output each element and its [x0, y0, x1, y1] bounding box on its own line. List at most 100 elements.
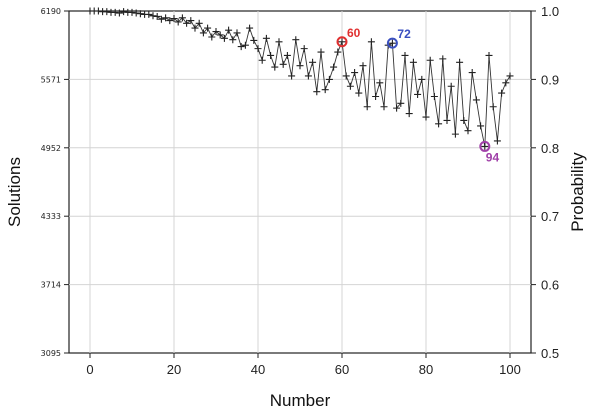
data-point-plus	[225, 26, 233, 34]
data-point-plus	[136, 10, 144, 18]
annotation-marker-94	[479, 140, 491, 152]
data-point-plus	[149, 12, 157, 20]
data-point-plus	[254, 45, 262, 53]
data-point-plus	[355, 89, 363, 97]
data-point-plus	[502, 79, 510, 87]
data-point-plus	[187, 17, 195, 25]
data-point-plus	[498, 89, 506, 97]
data-point-plus	[183, 19, 191, 27]
y-left-axis-title: Solutions	[5, 157, 24, 227]
data-point-plus	[359, 62, 367, 70]
data-point-plus	[300, 45, 308, 53]
annotations: 60 72 94	[336, 26, 500, 164]
data-point-plus	[321, 86, 329, 94]
y-right-axis-title: Probability	[568, 152, 587, 232]
y-left-tick-label: 6190	[41, 7, 61, 16]
x-tick-label: 100	[499, 362, 521, 377]
data-point-plus	[317, 48, 325, 56]
annotation-marker-72	[386, 37, 398, 49]
data-point-plus	[283, 51, 291, 59]
data-point-plus	[195, 19, 203, 27]
data-point-plus	[292, 36, 300, 44]
data-point-plus	[174, 18, 182, 26]
y-left-tick-label: 4952	[41, 144, 61, 153]
data-point-plus	[241, 41, 249, 49]
x-axis-title: Number	[270, 391, 331, 410]
data-point-plus	[376, 79, 384, 87]
data-point-plus	[481, 142, 489, 150]
data-point-plus	[157, 15, 165, 23]
series-markers	[86, 7, 514, 150]
data-point-plus	[426, 56, 434, 64]
data-point-plus	[145, 10, 153, 18]
data-point-plus	[346, 82, 354, 90]
y-left-tick-label: 4333	[41, 212, 61, 221]
data-point-plus	[258, 56, 266, 64]
data-point-plus	[229, 36, 237, 44]
data-point-plus	[464, 127, 472, 135]
data-point-plus	[288, 72, 296, 80]
data-point-plus	[388, 39, 396, 47]
data-point-plus	[162, 14, 170, 22]
data-point-plus	[456, 58, 464, 66]
annotation-label-72: 72	[397, 27, 411, 41]
data-point-plus	[418, 75, 426, 83]
y-right-tick-label: 0.9	[541, 72, 559, 87]
y-right-tick-label: 0.6	[541, 278, 559, 293]
y-left-tick-label: 5571	[41, 75, 61, 84]
data-point-plus	[250, 36, 258, 44]
data-point-plus	[351, 69, 359, 77]
data-point-plus	[443, 116, 451, 124]
data-point-plus	[153, 12, 161, 20]
data-point-plus	[430, 93, 438, 100]
data-point-plus	[451, 130, 459, 138]
data-point-plus	[506, 72, 514, 80]
data-point-plus	[477, 122, 485, 130]
data-point-plus	[178, 14, 186, 22]
data-point-plus	[275, 38, 283, 46]
annotation-marker-60	[336, 36, 348, 48]
data-point-plus	[237, 43, 245, 51]
data-point-plus	[460, 116, 468, 124]
data-point-plus	[111, 8, 119, 16]
data-point-plus	[191, 24, 199, 32]
data-point-plus	[103, 8, 111, 16]
data-point-plus	[422, 113, 430, 121]
x-tick-label: 20	[167, 362, 181, 377]
x-tick-label: 60	[335, 362, 349, 377]
data-point-plus	[472, 96, 480, 104]
data-point-plus	[166, 17, 174, 25]
x-tick-label: 40	[251, 362, 265, 377]
data-point-plus	[204, 24, 212, 32]
data-point-plus	[262, 34, 270, 42]
data-point-plus	[489, 103, 497, 111]
data-point-plus	[342, 72, 350, 80]
data-point-plus	[304, 72, 312, 80]
x-tick-label: 0	[86, 362, 93, 377]
data-point-plus	[246, 24, 254, 32]
data-point-plus	[414, 90, 422, 98]
data-point-plus	[212, 28, 220, 36]
data-point-plus	[120, 8, 128, 16]
data-point-plus	[325, 75, 333, 83]
y-right-tick-label: 0.8	[541, 141, 559, 156]
axis-ticks: 0 20 40 60 80 100 0.5 3095 0.6 3714 0.7 4333 0.8 4952…	[41, 4, 559, 377]
data-point-plus	[397, 99, 405, 107]
annotation-label-60: 60	[347, 26, 361, 40]
data-point-plus	[409, 58, 417, 66]
y-left-tick-label: 3095	[41, 349, 61, 358]
data-point-plus	[115, 9, 123, 17]
y-right-tick-label: 1.0	[541, 4, 559, 19]
data-point-plus	[401, 51, 409, 59]
data-point-plus	[208, 33, 216, 41]
data-point-plus	[439, 55, 447, 63]
data-point-plus	[435, 120, 443, 128]
data-point-plus	[271, 63, 279, 71]
data-point-plus	[334, 48, 342, 56]
annotation-label-94: 94	[486, 150, 500, 164]
data-point-plus	[279, 60, 287, 68]
data-point-plus	[199, 29, 207, 37]
data-point-plus	[216, 31, 224, 39]
data-point-plus	[372, 93, 380, 100]
